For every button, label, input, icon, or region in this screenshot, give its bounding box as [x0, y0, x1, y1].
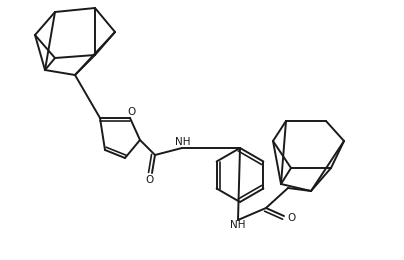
Text: NH: NH	[230, 220, 246, 230]
Text: O: O	[145, 175, 153, 185]
Text: O: O	[288, 213, 296, 223]
Text: O: O	[127, 107, 135, 117]
Text: NH: NH	[175, 137, 191, 147]
